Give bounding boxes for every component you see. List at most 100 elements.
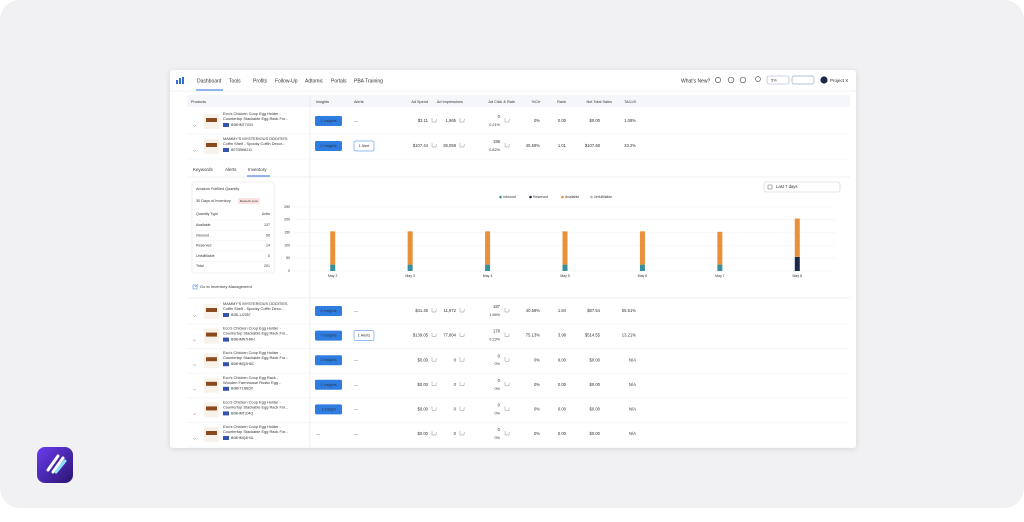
- column-header[interactable]: Rank: [557, 100, 566, 104]
- product-name[interactable]: Eco's Chicken Coop Egg Holder -: [223, 424, 282, 429]
- x-tick-label: May 2: [328, 274, 338, 278]
- product-name[interactable]: Countertop Stackable Egg Rack For...: [223, 429, 288, 434]
- trend-icon[interactable]: [459, 118, 466, 123]
- cell-ad-spend: $0.00: [418, 382, 429, 387]
- alerts-button[interactable]: [353, 330, 375, 341]
- expand-chevron[interactable]: [192, 364, 197, 367]
- nav-item[interactable]: PBA Training: [354, 78, 383, 84]
- product-name[interactable]: Eco's Chicken Coop Egg Holder -: [223, 111, 282, 116]
- product-name[interactable]: Eco's Chicken Coop Egg Rack -: [223, 375, 279, 380]
- product-name[interactable]: Eco's Chicken Coop Egg Holder -: [223, 399, 282, 404]
- cell-impressions: 0: [454, 431, 457, 436]
- trend-icon[interactable]: [459, 308, 466, 313]
- trend-icon[interactable]: [431, 308, 438, 313]
- column-header[interactable]: Ad Impressions: [437, 100, 463, 104]
- whats-new[interactable]: What's New?: [681, 78, 711, 84]
- account[interactable]: Project X: [830, 78, 848, 83]
- date-range[interactable]: Last 7 days: [776, 184, 797, 189]
- panel-tab[interactable]: Inventory: [248, 167, 267, 172]
- product-name[interactable]: Countertop Stackable Egg Rack For...: [223, 404, 288, 409]
- product-name[interactable]: Countertop Stackable Egg Rack For...: [223, 331, 288, 336]
- cell-click-rate: 0%: [495, 411, 501, 415]
- panel-tab[interactable]: Alerts: [225, 167, 237, 172]
- expand-chevron[interactable]: [192, 149, 197, 152]
- legend-swatch: [499, 195, 502, 199]
- nav-item[interactable]: Tools: [229, 78, 241, 84]
- trend-icon[interactable]: [504, 381, 511, 386]
- insights-button[interactable]: [315, 379, 342, 390]
- expand-chevron[interactable]: [192, 413, 197, 416]
- inventory-link[interactable]: Go to Inventory Management: [200, 284, 253, 289]
- product-name[interactable]: Eco's Chicken Coop Egg Holder -: [223, 350, 282, 355]
- nav-item[interactable]: Dashboard: [197, 78, 222, 84]
- nav-item[interactable]: Portals: [331, 78, 347, 84]
- trend-icon[interactable]: [504, 118, 511, 123]
- product-name[interactable]: Eco's Chicken Coop Egg Holder -: [223, 326, 282, 331]
- trend-icon[interactable]: [431, 143, 438, 148]
- column-header[interactable]: %Ctr: [532, 100, 541, 104]
- insights-button[interactable]: [315, 306, 342, 316]
- column-header[interactable]: Insights: [316, 100, 329, 104]
- trend-icon[interactable]: [431, 431, 438, 436]
- trend-icon[interactable]: [431, 332, 438, 337]
- expand-chevron[interactable]: [192, 388, 197, 391]
- expand-chevron[interactable]: [192, 314, 197, 317]
- trend-icon[interactable]: [504, 357, 511, 362]
- product-name[interactable]: MAMMY'S MYSTERIOUS ODDITIES: [223, 136, 288, 141]
- insights-label[interactable]: 1 Insight: [321, 407, 336, 411]
- trend-icon[interactable]: [459, 332, 466, 337]
- column-header[interactable]: Net Total Sales: [587, 100, 613, 104]
- column-header[interactable]: TACoS: [624, 100, 636, 104]
- expand-chevron[interactable]: [192, 437, 197, 440]
- flag: [223, 386, 229, 391]
- insights-button[interactable]: [315, 330, 342, 341]
- date-picker[interactable]: [763, 181, 841, 193]
- column-header[interactable]: Ad Spend: [411, 100, 428, 104]
- thumbnail-detail: [206, 357, 217, 362]
- trend-icon[interactable]: [431, 381, 438, 386]
- product-name[interactable]: Coffin Shelf - Spooky Coffin Decor...: [223, 141, 285, 146]
- insights-button[interactable]: [315, 116, 342, 126]
- insights-label[interactable]: 1 Insights: [320, 119, 336, 123]
- trend-icon[interactable]: [459, 143, 466, 148]
- nav-item[interactable]: Adtomic: [305, 78, 324, 84]
- insights-button[interactable]: [315, 404, 342, 415]
- alerts-button[interactable]: [353, 140, 375, 152]
- alerts-label[interactable]: 1 Alert: [359, 144, 371, 148]
- trend-icon[interactable]: [431, 357, 438, 362]
- trend-icon[interactable]: [504, 406, 511, 411]
- product-name[interactable]: Wooden Farmhouse Rustic Egg...: [223, 380, 281, 385]
- product-name[interactable]: MAMMY'S MYSTERIOUS ODDITIES: [223, 301, 288, 306]
- product-name[interactable]: Coffin Shelf - Spooky Coffin Deco...: [223, 306, 284, 311]
- trend-icon[interactable]: [504, 143, 511, 148]
- qty-units: 137: [264, 223, 270, 227]
- trend-icon[interactable]: [504, 308, 511, 313]
- insights-label[interactable]: 3 Insights: [320, 358, 336, 362]
- insights-label[interactable]: 3 Insights: [320, 309, 336, 313]
- nav-item[interactable]: Follow-Up: [275, 78, 298, 84]
- trend-icon[interactable]: [459, 357, 466, 362]
- insights-label[interactable]: 2 Insights: [320, 144, 336, 148]
- insights-button[interactable]: [315, 141, 342, 151]
- expand-chevron[interactable]: [192, 339, 197, 342]
- trend-icon[interactable]: [459, 431, 466, 436]
- insights-button[interactable]: [315, 355, 342, 366]
- column-header[interactable]: Alerts: [354, 100, 364, 104]
- column-header[interactable]: Products: [191, 100, 206, 104]
- cell-rank: 3.98: [558, 333, 567, 338]
- insights-label[interactable]: 1 Insights: [320, 383, 336, 387]
- column-header[interactable]: Ad Click & Rate: [488, 100, 515, 104]
- trend-icon[interactable]: [459, 406, 466, 411]
- trend-icon[interactable]: [431, 118, 438, 123]
- trend-icon[interactable]: [431, 406, 438, 411]
- nav-item[interactable]: Profits: [253, 78, 268, 84]
- trend-icon[interactable]: [504, 332, 511, 337]
- insights-label[interactable]: 7 Insights: [320, 334, 336, 338]
- alerts-label[interactable]: 1 Alerts: [358, 334, 371, 338]
- expand-chevron[interactable]: [192, 124, 197, 127]
- trend-icon[interactable]: [504, 431, 511, 436]
- product-name[interactable]: Countertop Stackable Egg Rack For...: [223, 355, 288, 360]
- product-name[interactable]: Countertop Stackable Egg Rack For...: [223, 116, 288, 121]
- panel-tab[interactable]: Keywords: [193, 167, 214, 172]
- trend-icon[interactable]: [459, 381, 466, 386]
